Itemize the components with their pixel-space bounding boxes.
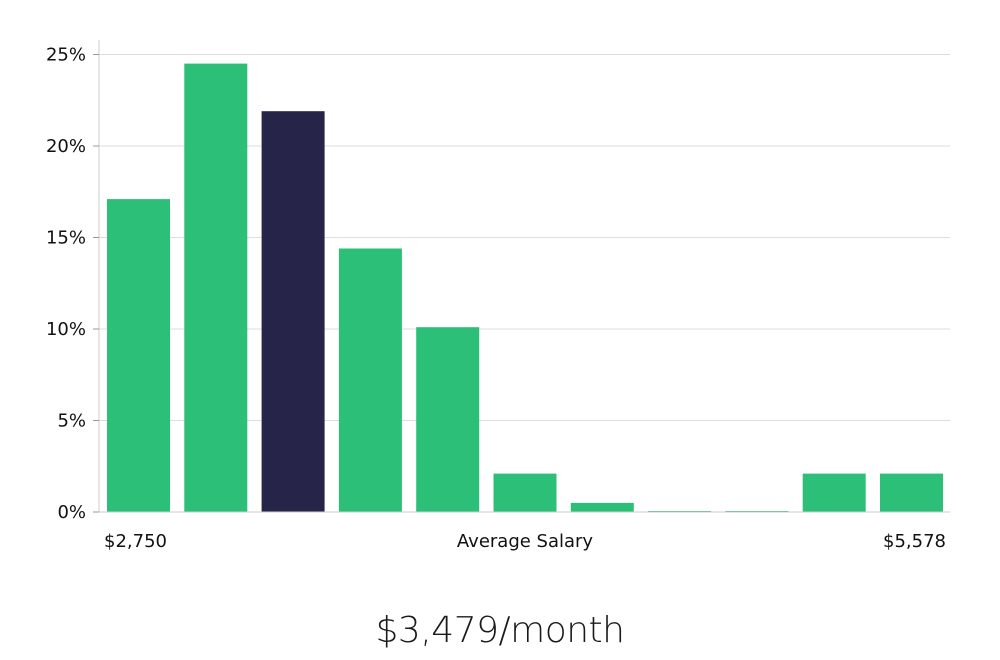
axes xyxy=(98,40,950,513)
y-tick-label: 20% xyxy=(46,136,86,157)
x-axis-title: Average Salary xyxy=(457,531,594,552)
y-tick-label: 0% xyxy=(57,502,86,523)
y-tick-label: 15% xyxy=(46,228,86,249)
bar xyxy=(493,473,557,512)
bar xyxy=(570,502,634,512)
bars xyxy=(107,63,943,512)
bar xyxy=(416,327,480,512)
bar xyxy=(184,63,248,512)
average-salary-headline: $3,479/month xyxy=(375,610,625,651)
bar xyxy=(802,473,866,512)
bar xyxy=(880,473,943,512)
salary-histogram: 0% 5% 10% 15% 20% 25% $2,750 Average Salary $… xyxy=(46,40,950,552)
x-min-label: $2,750 xyxy=(104,531,167,552)
bar xyxy=(107,199,170,512)
y-tick-label: 25% xyxy=(46,45,86,66)
bar-highlighted xyxy=(261,111,325,512)
y-tick-labels: 0% 5% 10% 15% 20% 25% xyxy=(46,45,99,523)
x-max-label: $5,578 xyxy=(883,531,946,552)
y-tick-label: 10% xyxy=(46,319,86,340)
bar xyxy=(338,248,402,512)
y-tick-label: 5% xyxy=(57,411,86,432)
